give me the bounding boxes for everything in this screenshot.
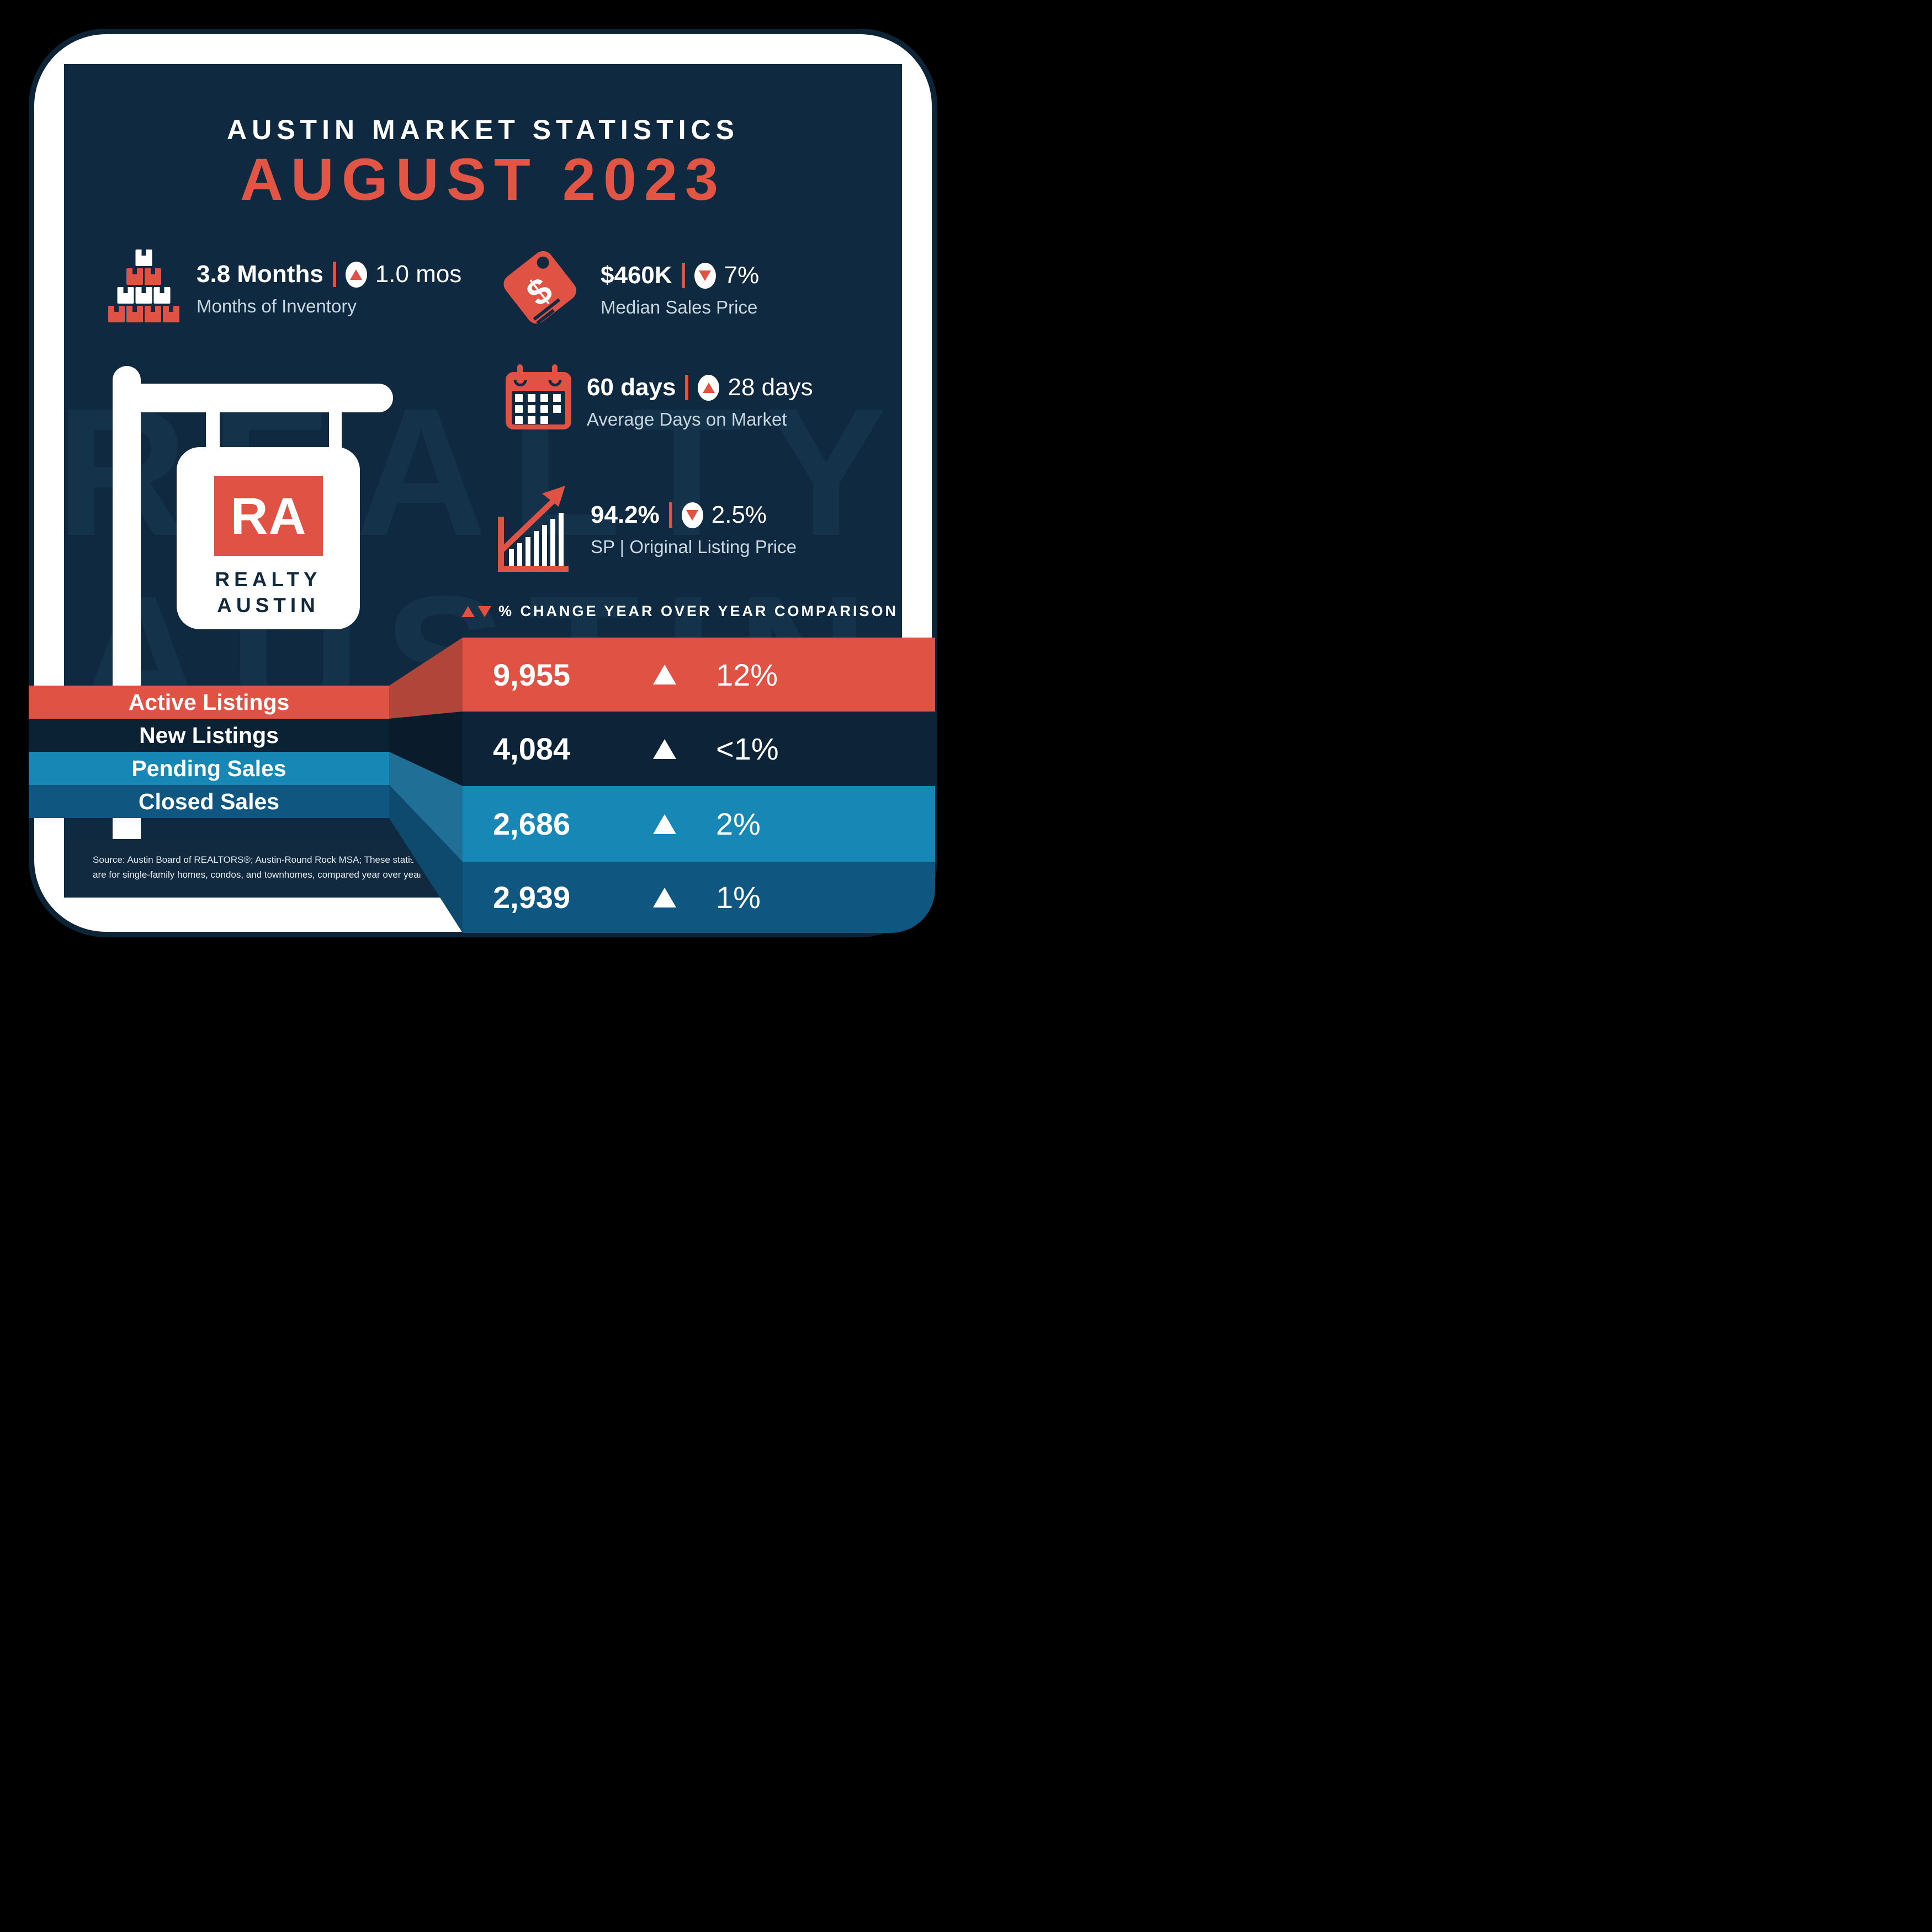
row-value: 4,084 (493, 731, 571, 766)
row-change: 12% (716, 657, 778, 692)
stat-label: Months of Inventory (197, 296, 357, 316)
realty-austin-signboard: RA REALTY AUSTIN (177, 447, 360, 629)
source-line2: are for single-family homes, condos, and… (93, 869, 424, 880)
separator (685, 375, 689, 400)
stat-change: 7% (724, 262, 760, 289)
label-bar-pending-sales: Pending Sales (29, 752, 389, 785)
row-change: 2% (716, 806, 761, 841)
table-row-new-listings: 4,084 <1% (463, 712, 935, 786)
page-kicker: AUSTIN MARKET STATISTICS (226, 114, 739, 145)
stat-value: 94.2% (591, 501, 660, 528)
separator (668, 502, 672, 528)
label-bar-new-listings: New Listings (29, 719, 389, 752)
ra-logo-text: RA (230, 486, 307, 545)
infographic-canvas: REALTY AUSTIN AUSTIN MARKET STATISTICS A… (0, 0, 966, 966)
sign-hanger-left (206, 411, 220, 449)
table-row-pending-sales: 2,686 2% (463, 786, 935, 862)
row-value: 2,686 (493, 806, 571, 841)
down-triangle-icon (477, 606, 491, 617)
price-tag-icon: $ (503, 251, 576, 325)
stat-label: Average Days on Market (587, 409, 787, 429)
up-triangle-icon (653, 665, 676, 684)
stat-median-sales-price: $ $460K 7% Median Sales Price (497, 242, 759, 336)
row-change: 1% (716, 880, 761, 915)
row-change: <1% (716, 731, 779, 766)
stat-change: 2.5% (711, 501, 767, 528)
up-arrow-icon (345, 261, 367, 288)
stat-label: Median Sales Price (601, 297, 758, 317)
up-triangle-icon (653, 739, 676, 759)
row-value: 9,955 (493, 657, 571, 692)
source-line1: Source: Austin Board of REALTORS®; Austi… (93, 854, 429, 865)
brand-line2: AUSTIN (217, 594, 320, 617)
ribbon-fold (389, 638, 463, 933)
table-row-closed-sales: 2,939 1% (463, 862, 935, 933)
stat-months-of-inventory: 3.8 Months 1.0 mos Months of Inventory (108, 250, 461, 326)
inventory-boxes-icon (108, 250, 179, 322)
ra-logo: RA (214, 476, 323, 556)
separator (332, 262, 336, 287)
yoy-heading-text: % CHANGE YEAR OVER YEAR COMPARISON (498, 603, 899, 619)
up-triangle-icon (653, 887, 676, 907)
up-triangle-icon (653, 814, 676, 834)
stat-label: SP | Original Listing Price (591, 537, 797, 557)
stat-change: 1.0 mos (375, 261, 462, 288)
yoy-table: 9,955 12% 4,084 <1% 2,686 2% 2,939 1 (463, 638, 935, 933)
label-bar-active-listings: Active Listings (29, 686, 389, 719)
growth-chart-icon (498, 486, 569, 572)
label-bar-closed-sales: Closed Sales (29, 785, 389, 818)
stat-average-days-on-market: 60 days 28 days Average Days on Market (506, 364, 813, 437)
brand-line1: REALTY (215, 568, 322, 591)
calendar-icon (506, 364, 571, 429)
brand-name: REALTY AUSTIN (177, 566, 360, 618)
row-value: 2,939 (493, 880, 571, 915)
up-arrow-icon (698, 374, 720, 401)
source-note: Source: Austin Board of REALTORS®; Austi… (64, 839, 433, 898)
up-triangle-icon (461, 606, 475, 617)
page-title: AUGUST 2023 (240, 146, 726, 213)
stat-value: 3.8 Months (197, 261, 323, 288)
stat-value: $460K (601, 262, 672, 289)
stat-change: 28 days (728, 374, 813, 401)
sign-arm (113, 384, 393, 412)
table-row-active-listings: 9,955 12% (463, 638, 935, 712)
stat-sp-original-listing-price: 94.2% 2.5% SP | Original Listing Price (498, 485, 797, 572)
yoy-heading: % CHANGE YEAR OVER YEAR COMPARISON (420, 603, 938, 620)
down-arrow-icon (694, 262, 716, 289)
down-arrow-icon (681, 502, 703, 528)
stat-value: 60 days (587, 374, 676, 401)
separator (681, 263, 685, 288)
sign-hanger-right (329, 411, 342, 449)
